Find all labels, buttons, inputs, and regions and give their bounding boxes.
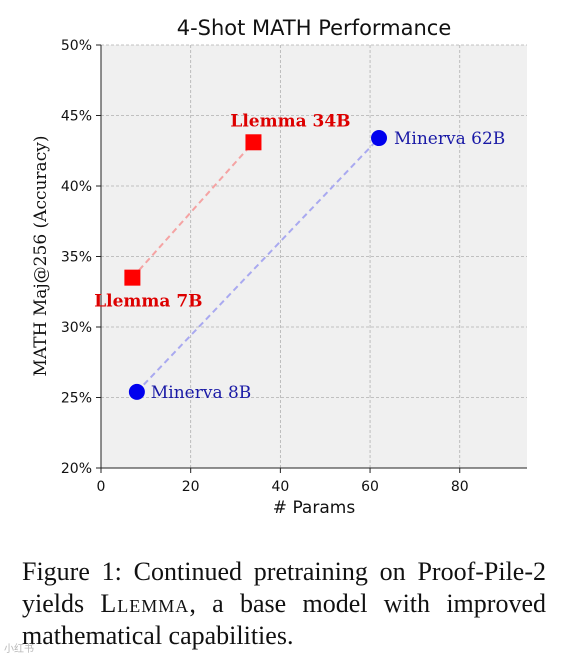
y-tick-label: 50%	[61, 38, 92, 54]
caption-prefix: Figure 1: Continued pretraining on Proof…	[22, 557, 546, 618]
y-tick-label: 40%	[61, 179, 92, 195]
minerva-circle-marker	[128, 383, 145, 400]
watermark: 小红书	[4, 644, 34, 655]
y-tick-label: 35%	[61, 250, 92, 266]
series-line	[136, 137, 380, 393]
chart-title: 4-Shot MATH Performance	[177, 16, 452, 40]
y-tick-label: 45%	[61, 109, 92, 125]
point-labels: Llemma 7B Llemma 34B Minerva 8B Minerva 62B	[94, 111, 505, 403]
llemma-square-marker	[245, 134, 262, 151]
y-tick-label: 30%	[61, 320, 92, 336]
series-line	[131, 141, 255, 279]
series-lines	[131, 137, 380, 393]
x-tick-label: 60	[361, 479, 379, 495]
data-label: Minerva 62B	[394, 129, 505, 149]
llemma-square-marker	[124, 269, 141, 286]
x-axis-label: # Params	[273, 498, 356, 518]
minerva-circle-marker	[371, 130, 388, 147]
x-tick-label: 40	[271, 479, 289, 495]
scatter-chart: 4-Shot MATH Performance 0 20 40 60 80 20% 25% 3…	[31, 16, 527, 518]
series-markers	[124, 130, 388, 400]
grid	[100, 44, 527, 469]
x-tick-label: 0	[97, 479, 106, 495]
axis-ticks: 0 20 40 60 80 20% 25% 30% 35% 40% 45% 50%	[61, 38, 469, 495]
figure-caption: Figure 1: Continued pretraining on Proof…	[22, 556, 546, 652]
y-tick-label: 20%	[61, 461, 92, 477]
x-tick-label: 20	[182, 479, 200, 495]
data-label: Minerva 8B	[151, 383, 251, 403]
data-label: Llemma 34B	[230, 111, 350, 131]
y-axis-label: MATH Maj@256 (Accuracy)	[31, 136, 51, 377]
x-tick-label: 80	[451, 479, 469, 495]
caption-model-name: Llemma	[100, 589, 190, 618]
data-label: Llemma 7B	[94, 292, 202, 312]
caption-suffix: , a base model with improved mathematica…	[22, 589, 546, 650]
y-tick-label: 25%	[61, 391, 92, 407]
